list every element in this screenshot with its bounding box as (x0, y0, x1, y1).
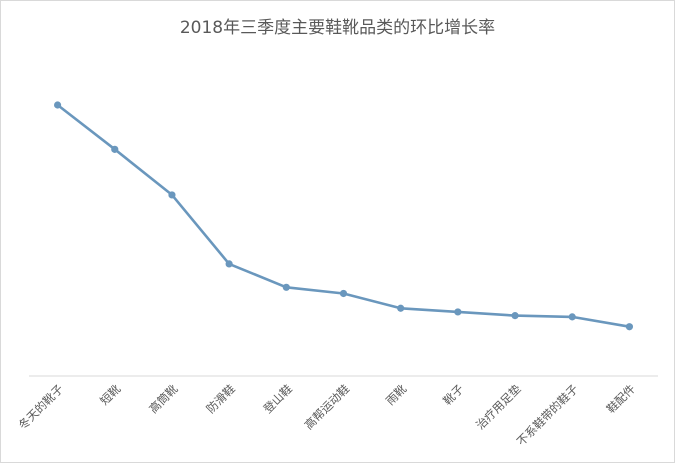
data-point (282, 283, 290, 291)
x-tick-label: 鞋配件 (604, 382, 638, 416)
data-point (111, 145, 119, 153)
data-point (225, 260, 233, 268)
data-point (53, 101, 62, 109)
data-point (168, 191, 176, 199)
x-tick-label: 登山鞋 (261, 381, 296, 416)
data-point (511, 312, 519, 320)
x-tick-label: 高帮运动鞋 (302, 381, 353, 432)
x-tick-label: 治疗用足垫 (473, 381, 524, 432)
data-point (568, 313, 576, 321)
chart-title: 2018年三季度主要鞋靴品类的环比增长率 (179, 18, 496, 38)
x-tick-label: 防滑鞋 (203, 381, 238, 416)
data-point (625, 323, 634, 331)
x-tick-label: 高筒靴 (146, 381, 181, 416)
x-tick-label: 冬天的靴子 (16, 382, 67, 433)
data-point (339, 289, 348, 298)
x-tick-label: 雨靴 (383, 381, 410, 408)
x-tick-label: 短靴 (97, 381, 124, 408)
x-tick-label: 靴子 (440, 382, 466, 408)
x-tick-label: 不系鞋带的鞋子 (514, 382, 581, 449)
data-point (454, 308, 462, 316)
data-point (397, 304, 405, 312)
